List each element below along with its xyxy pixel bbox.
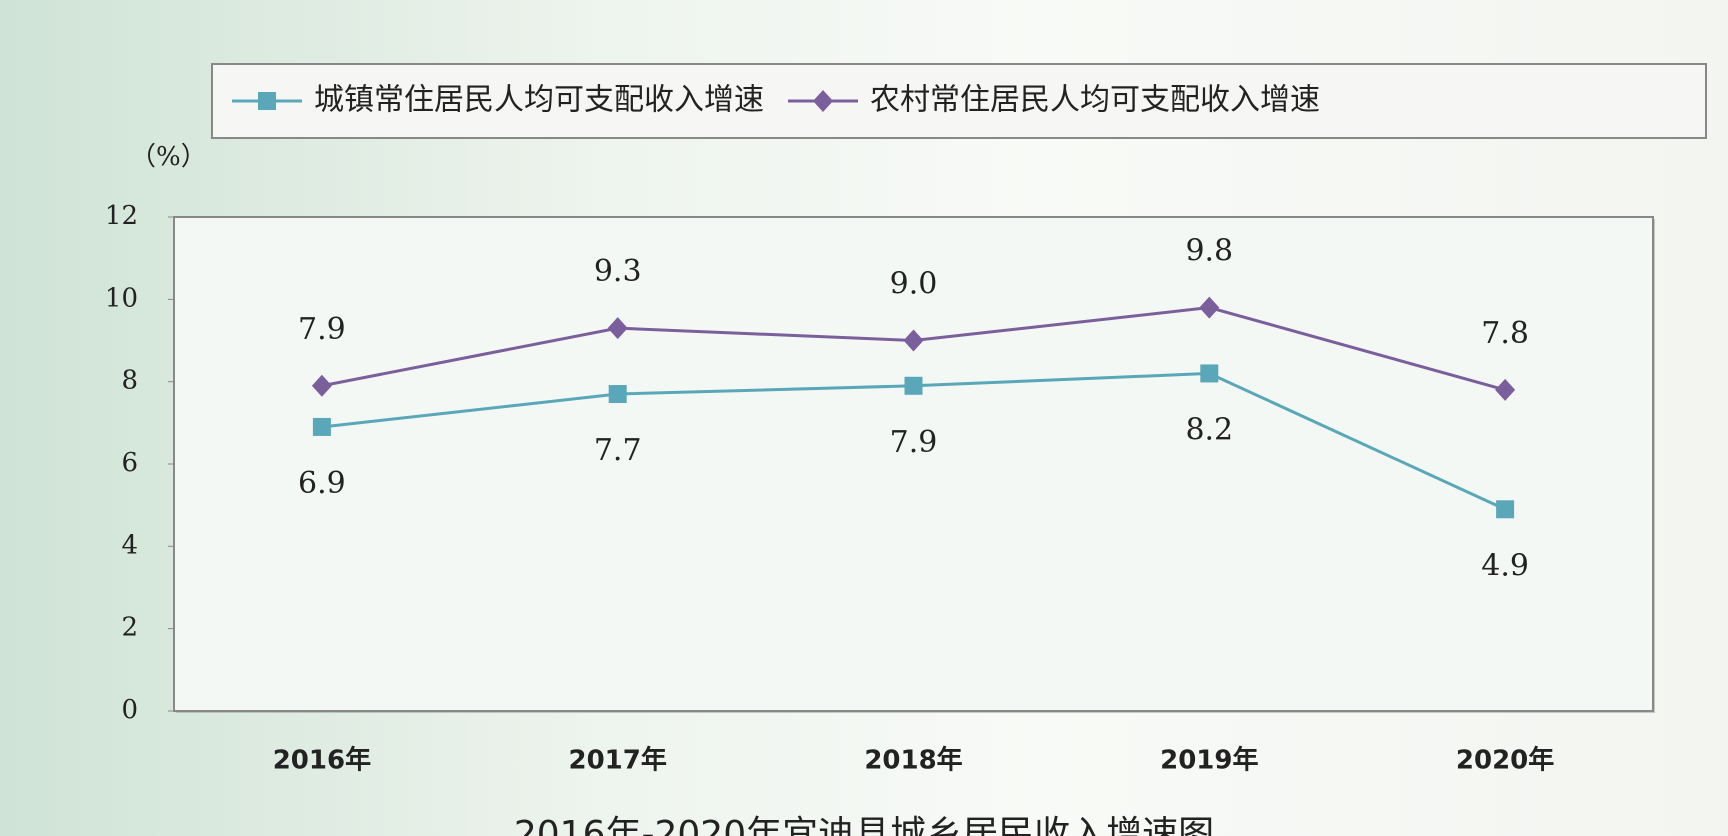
y-axis-label: （%） bbox=[130, 142, 207, 172]
y-tick-label: 0 bbox=[121, 695, 138, 725]
data-label: 7.9 bbox=[890, 425, 938, 460]
marker bbox=[312, 417, 331, 436]
marker bbox=[904, 376, 923, 395]
data-label: 8.2 bbox=[1185, 412, 1233, 447]
legend-box bbox=[211, 63, 1707, 139]
marker bbox=[813, 90, 833, 112]
data-label: 4.9 bbox=[1481, 548, 1529, 583]
x-tick-label: 2019年 bbox=[1160, 745, 1258, 776]
data-label: 9.0 bbox=[890, 267, 938, 302]
marker bbox=[311, 374, 332, 397]
marker bbox=[607, 317, 628, 340]
x-tick-label: 2016年 bbox=[273, 745, 371, 776]
marker bbox=[1495, 378, 1516, 401]
marker bbox=[258, 92, 276, 110]
marker bbox=[1199, 296, 1220, 319]
x-tick-label: 2017年 bbox=[569, 745, 667, 776]
y-tick-label: 6 bbox=[121, 448, 138, 478]
x-tick-label: 2018年 bbox=[864, 745, 962, 776]
marker bbox=[903, 329, 924, 352]
chart-title: 2016年-2020年宜迪县城乡居民收入增速图 bbox=[514, 814, 1214, 836]
data-label: 9.8 bbox=[1185, 234, 1233, 269]
data-label: 7.7 bbox=[594, 433, 642, 468]
data-label: 6.9 bbox=[298, 466, 346, 501]
marker bbox=[1496, 500, 1515, 519]
y-tick-label: 2 bbox=[121, 613, 138, 643]
y-tick-label: 12 bbox=[105, 201, 138, 231]
y-tick-label: 10 bbox=[105, 283, 138, 313]
x-tick-label: 2020年 bbox=[1456, 745, 1554, 776]
legend-label: 农村常住居民人均可支配收入增速 bbox=[870, 83, 1320, 118]
data-label: 7.9 bbox=[298, 312, 346, 347]
y-tick-label: 4 bbox=[121, 530, 138, 560]
legend-label: 城镇常住居民人均可支配收入增速 bbox=[314, 83, 764, 118]
data-label: 7.8 bbox=[1481, 316, 1529, 351]
y-tick-label: 8 bbox=[121, 366, 138, 396]
marker bbox=[1200, 364, 1219, 383]
data-label: 9.3 bbox=[594, 254, 642, 289]
marker bbox=[608, 385, 627, 404]
